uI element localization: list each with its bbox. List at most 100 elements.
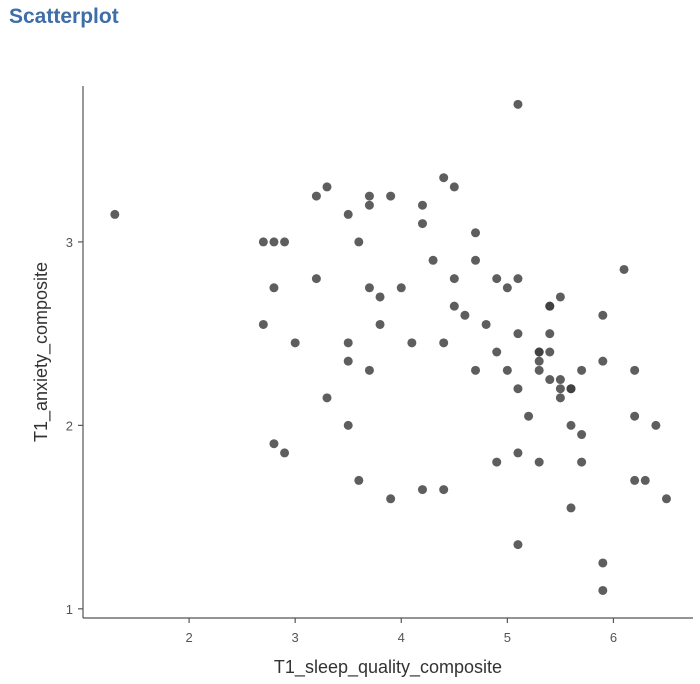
data-point [555, 292, 565, 302]
data-point [555, 375, 565, 385]
y-axis-title: T1_anxiety_composite [31, 262, 52, 442]
data-point [449, 182, 459, 192]
data-point [269, 283, 279, 293]
data-point [598, 356, 608, 366]
data-point [513, 274, 523, 284]
data-point [577, 457, 587, 467]
data-point [375, 292, 385, 302]
data-point [598, 558, 608, 568]
y-axis-ticks: 1 2 3 [66, 235, 83, 617]
data-point [269, 439, 279, 449]
data-point [545, 347, 555, 357]
x-tick-label: 5 [504, 630, 511, 645]
data-point [534, 457, 544, 467]
x-tick-label: 2 [185, 630, 192, 645]
data-point [343, 420, 353, 430]
data-point [513, 329, 523, 339]
data-point [640, 475, 650, 485]
data-point [566, 420, 576, 430]
data-point [545, 375, 555, 385]
data-point [619, 264, 629, 274]
data-point [555, 384, 565, 394]
points-layer [110, 99, 671, 595]
data-point [428, 255, 438, 265]
data-point [566, 503, 576, 513]
data-point [534, 356, 544, 366]
data-point [322, 182, 332, 192]
data-point [545, 329, 555, 339]
data-point [354, 237, 364, 247]
data-point [354, 475, 364, 485]
data-point [481, 319, 491, 329]
data-point [396, 283, 406, 293]
data-point [258, 319, 268, 329]
data-point [311, 191, 321, 201]
data-point [364, 283, 374, 293]
data-point [280, 237, 290, 247]
data-point [322, 393, 332, 403]
data-point [439, 173, 449, 183]
data-point [513, 384, 523, 394]
data-point [598, 585, 608, 595]
data-point [311, 274, 321, 284]
data-point [407, 338, 417, 348]
data-point [651, 420, 661, 430]
data-point [439, 485, 449, 495]
data-point [417, 200, 427, 210]
data-point [343, 338, 353, 348]
data-point [364, 191, 374, 201]
data-point [364, 200, 374, 210]
data-point [110, 209, 120, 219]
x-axis-title: T1_sleep_quality_composite [274, 657, 502, 678]
y-tick-label: 3 [66, 235, 73, 250]
data-point [630, 365, 640, 375]
data-point [449, 301, 459, 311]
data-point [280, 448, 290, 458]
data-point [534, 365, 544, 375]
data-point [566, 384, 576, 394]
data-point [630, 411, 640, 421]
data-point [513, 540, 523, 550]
x-tick-label: 4 [398, 630, 405, 645]
data-point [417, 485, 427, 495]
data-point [492, 347, 502, 357]
data-point [417, 219, 427, 229]
data-point [598, 310, 608, 320]
data-point [630, 475, 640, 485]
data-point [460, 310, 470, 320]
data-point [513, 99, 523, 109]
data-point [364, 365, 374, 375]
page-title: Scatterplot [9, 5, 119, 28]
data-point [555, 393, 565, 403]
data-point [513, 448, 523, 458]
data-point [524, 411, 534, 421]
data-point [661, 494, 671, 504]
data-point [449, 274, 459, 284]
x-axis-ticks: 2 3 4 5 6 [185, 618, 617, 645]
data-point [471, 228, 481, 238]
x-tick-label: 3 [292, 630, 299, 645]
data-point [343, 356, 353, 366]
data-point [386, 494, 396, 504]
data-point [439, 338, 449, 348]
data-point [375, 319, 385, 329]
data-point [492, 457, 502, 467]
data-point [343, 209, 353, 219]
y-tick-label: 2 [66, 418, 73, 433]
data-point [471, 255, 481, 265]
data-point [492, 274, 502, 284]
data-point [471, 365, 481, 375]
data-point [258, 237, 268, 247]
data-point [290, 338, 300, 348]
data-point [502, 283, 512, 293]
x-tick-label: 6 [610, 630, 617, 645]
data-point [577, 430, 587, 440]
data-point [577, 365, 587, 375]
data-point [386, 191, 396, 201]
data-point [269, 237, 279, 247]
data-point [545, 301, 555, 311]
data-point [502, 365, 512, 375]
y-tick-label: 1 [66, 602, 73, 617]
data-point [534, 347, 544, 357]
